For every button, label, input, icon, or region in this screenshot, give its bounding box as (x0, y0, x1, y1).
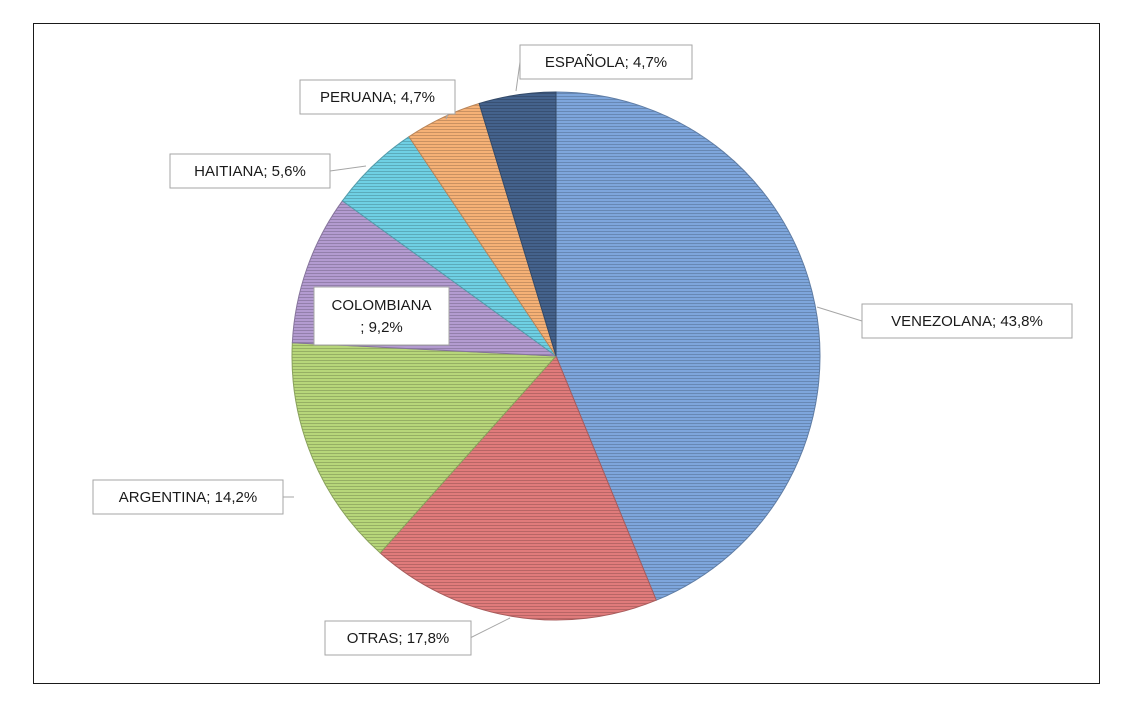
pie-slices (291, 91, 821, 621)
data-label-peruana: PERUANA; 4,7% (299, 79, 456, 115)
data-labels: VENEZOLANA; 43,8% OTRAS; 17,8% ARGENTINA; … (92, 44, 1073, 656)
data-label-colombiana: COLOMBIANA ; 9,2% (313, 286, 450, 346)
leader-line-venezolana (816, 306, 863, 322)
data-label-box (169, 153, 331, 189)
leader-line-española (515, 61, 521, 92)
data-label-argentina: ARGENTINA; 14,2% (92, 479, 284, 515)
pie-slice-española (478, 91, 557, 357)
data-label-text: ESPAÑOLA; 4,7% (545, 54, 667, 71)
data-label-box (324, 620, 472, 656)
data-label-box (92, 479, 284, 515)
pie-slice-otras (379, 355, 657, 621)
pie-slice-argentina (291, 342, 558, 554)
data-label-text: ARGENTINA; 14,2% (119, 489, 257, 506)
data-label-box (861, 303, 1073, 339)
leader-line-haitiana (329, 165, 367, 172)
data-label-venezolana: VENEZOLANA; 43,8% (861, 303, 1073, 339)
data-label-text: HAITIANA; 5,6% (194, 163, 306, 180)
data-label-box (519, 44, 693, 80)
data-label-otras: OTRAS; 17,8% (324, 620, 472, 656)
data-label-text: ; 9,2% (360, 319, 403, 336)
data-label-española: ESPAÑOLA; 4,7% (519, 44, 693, 80)
data-label-box (299, 79, 456, 115)
data-label-haitiana: HAITIANA; 5,6% (169, 153, 331, 189)
pie-slice-venezolana (555, 91, 821, 601)
data-label-text: VENEZOLANA; 43,8% (891, 313, 1043, 330)
leader-line-otras (469, 617, 511, 639)
data-label-text: COLOMBIANA (331, 297, 431, 314)
data-label-box (313, 286, 450, 346)
data-label-text: PERUANA; 4,7% (320, 89, 435, 106)
data-label-text: OTRAS; 17,8% (347, 630, 450, 647)
